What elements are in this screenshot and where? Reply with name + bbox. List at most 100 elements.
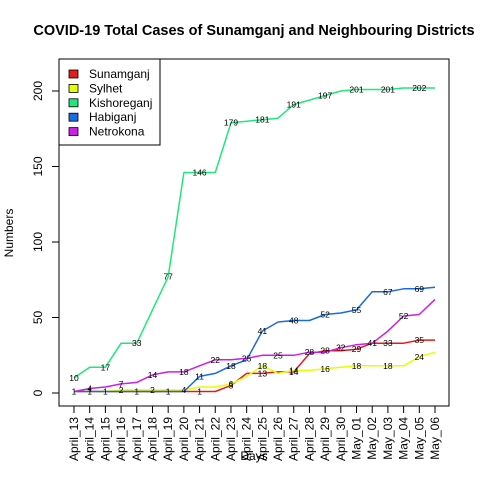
data-label: 17 (101, 362, 111, 372)
data-label: 25 (273, 350, 283, 360)
y-tick-label: 0 (31, 389, 45, 396)
x-tick-label: May_06 (428, 417, 442, 460)
x-tick-label: April_30 (334, 417, 348, 461)
data-label: 197 (318, 91, 332, 101)
x-tick-label: April_22 (208, 417, 222, 461)
x-tick-label: April_16 (114, 417, 128, 461)
x-tick-label: May_01 (350, 417, 364, 460)
data-label: 55 (352, 305, 362, 315)
chart-title: COVID-19 Total Cases of Sunamganj and Ne… (33, 23, 474, 39)
legend: SunamganjSylhetKishoreganjHabiganjNetrok… (58, 58, 161, 146)
x-tick-label: April_25 (255, 417, 269, 461)
data-label: 16 (320, 364, 330, 374)
x-tick-label: April_21 (193, 417, 207, 461)
x-tick-label: April_20 (177, 417, 191, 461)
legend-label: Netrokona (89, 125, 145, 139)
x-tick-label: May_03 (381, 417, 395, 460)
legend-label: Sunamganj (89, 67, 150, 81)
data-label: 41 (258, 326, 268, 336)
x-tick-label: April_15 (98, 417, 112, 461)
data-label: 10 (69, 373, 79, 383)
data-label: 191 (287, 100, 301, 110)
data-label: 14 (289, 365, 299, 375)
data-label: 48 (289, 316, 299, 326)
x-tick-label: April_17 (130, 417, 144, 461)
data-label: 18 (258, 361, 268, 371)
legend-label: Kishoreganj (89, 96, 152, 110)
legend-swatch (68, 98, 79, 108)
x-tick-label: April_26 (271, 417, 285, 461)
legend-swatch (68, 69, 79, 79)
data-label: 77 (163, 272, 173, 282)
data-label: 1 (72, 386, 77, 396)
data-label: 18 (226, 361, 236, 371)
legend-swatch (68, 127, 79, 136)
y-tick-label: 200 (31, 81, 45, 101)
x-tick-label: May_05 (412, 417, 426, 460)
data-label: 1 (87, 386, 92, 396)
data-label: 13 (258, 368, 268, 378)
data-label: 29 (352, 344, 362, 354)
x-tick-label: May_04 (397, 417, 411, 460)
data-label: 69 (415, 284, 425, 294)
x-tick-label: April_29 (318, 417, 332, 461)
data-label: 202 (412, 83, 426, 93)
data-label: 4 (182, 385, 187, 395)
y-axis: 0 50 100 150 200 (31, 81, 60, 396)
y-axis-label: Numbers (2, 209, 16, 258)
x-tick-label: April_18 (145, 417, 159, 461)
data-label: 2 (119, 385, 124, 395)
x-tick-label: April_13 (67, 417, 81, 461)
data-label: 35 (415, 335, 425, 345)
data-label: 1 (197, 386, 202, 396)
x-tick-label: April_14 (83, 417, 97, 461)
data-label: 146 (192, 168, 206, 178)
data-label: 52 (320, 309, 330, 319)
x-tick-label: April_23 (224, 417, 238, 461)
series-line-sylhet (74, 351, 436, 393)
data-label: 14 (148, 370, 158, 380)
data-label: 22 (211, 355, 221, 365)
legend-label: Habiganj (89, 110, 136, 124)
data-label: 18 (352, 361, 362, 371)
data-label: 1 (134, 386, 139, 396)
data-label: 201 (381, 84, 395, 94)
x-tick-label: April_19 (161, 417, 175, 461)
data-label: 14 (289, 367, 299, 377)
data-label: 67 (383, 287, 393, 297)
y-tick-label: 50 (31, 311, 45, 325)
legend-label: Sylhet (89, 81, 123, 95)
x-tick-label: May_02 (365, 417, 379, 460)
legend-swatch (68, 84, 79, 93)
x-axis: April_13 April_14 April_15 April_16 April_17… (67, 405, 442, 461)
data-label: 33 (132, 338, 142, 348)
y-tick-label: 150 (31, 156, 45, 176)
data-label: 32 (336, 343, 346, 353)
data-label: 181 (255, 115, 269, 125)
data-label: 25 (242, 353, 252, 363)
data-label: 2 (150, 385, 155, 395)
series-line-habiganj (74, 286, 436, 393)
legend-swatch (68, 112, 79, 122)
data-label: 179 (224, 118, 238, 128)
x-tick-label: April_24 (240, 417, 254, 461)
data-label: 7 (119, 379, 124, 389)
series-lines (73, 87, 436, 393)
data-label: 1 (166, 386, 171, 396)
data-label: 1 (103, 386, 108, 396)
data-label: 33 (383, 338, 393, 348)
series-line-netrokona (73, 298, 436, 393)
x-tick-label: April_27 (287, 417, 301, 461)
data-label: 28 (320, 346, 330, 356)
data-label: 201 (349, 84, 363, 94)
data-label: 18 (383, 361, 393, 371)
data-label: 52 (399, 311, 409, 321)
data-label: 41 (367, 338, 377, 348)
data-label: 18 (179, 367, 189, 377)
series-line-kishoreganj (73, 87, 435, 379)
data-label: 6 (229, 379, 234, 389)
data-label: 4 (87, 383, 92, 393)
data-label: 5 (229, 380, 234, 390)
